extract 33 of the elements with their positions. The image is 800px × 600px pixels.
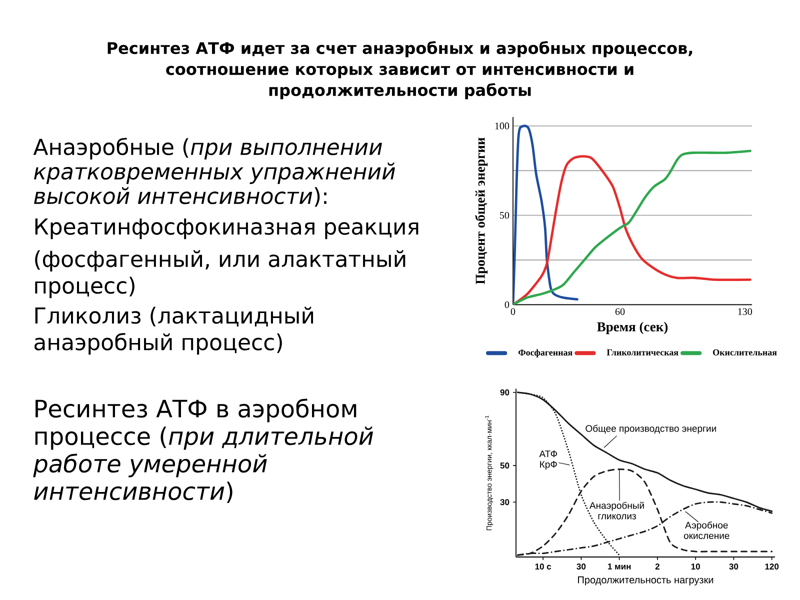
text: Ресинтез АТФ в аэробном процессе (при длительной работе умеренной интенсивности) bbox=[33, 398, 374, 503]
text: Гликолиз (лактацидный анаэробный процесс) bbox=[34, 306, 314, 355]
legend-label: Гликолитическая bbox=[606, 349, 678, 356]
x-tick-label: 10 bbox=[691, 564, 700, 570]
x-axis-title: Время (сек) bbox=[597, 322, 668, 334]
y-tick-label: 50 bbox=[500, 462, 510, 469]
text: Ресинтез АТФ идет за счет анаэробных и аэробных процессов, соотношение которых зависит от интенсивности и продолжительности работы bbox=[108, 41, 692, 100]
x-tick-label: 130 bbox=[738, 308, 752, 315]
y-tick-label: 50 bbox=[500, 212, 510, 219]
y-tick-label: 90 bbox=[500, 389, 510, 396]
x-tick-label: 0 bbox=[510, 308, 516, 315]
annotation: АТФ КрФ bbox=[539, 450, 557, 470]
y-axis-title: Процент общей энергии bbox=[475, 138, 488, 284]
annotation: Аэробное окисление bbox=[684, 521, 730, 540]
y-tick-label: 100 bbox=[495, 122, 510, 130]
x-axis-title: Продолжительность нагрузки bbox=[578, 576, 714, 586]
annotation: Анаэробный гликолиз bbox=[589, 502, 644, 520]
annotation: Общее производство энергии bbox=[586, 424, 716, 434]
y-tick-label: 30 bbox=[500, 499, 510, 506]
text: Креатинфосфокиназная реакция bbox=[35, 218, 418, 240]
x-tick-label: 1 мин bbox=[608, 564, 631, 570]
text: (фосфагенный, или алактатный процесс) bbox=[35, 250, 406, 298]
x-tick-label: 120 bbox=[765, 564, 779, 570]
x-tick-label: 2 bbox=[655, 564, 660, 570]
x-tick-label: 30 bbox=[576, 564, 586, 570]
x-tick-label: 10 с bbox=[535, 564, 552, 570]
x-tick-label: 30 bbox=[729, 564, 738, 570]
text: Анаэробные (при выполнении кратковременных упражнений высокой интенсивности): bbox=[33, 138, 396, 207]
y-tick-label: 0 bbox=[504, 301, 510, 308]
legend-label: Фосфагенная bbox=[518, 349, 572, 358]
line-series bbox=[513, 124, 578, 305]
x-tick-label: 60 bbox=[615, 308, 625, 315]
legend-label: Окислительная bbox=[713, 349, 777, 356]
